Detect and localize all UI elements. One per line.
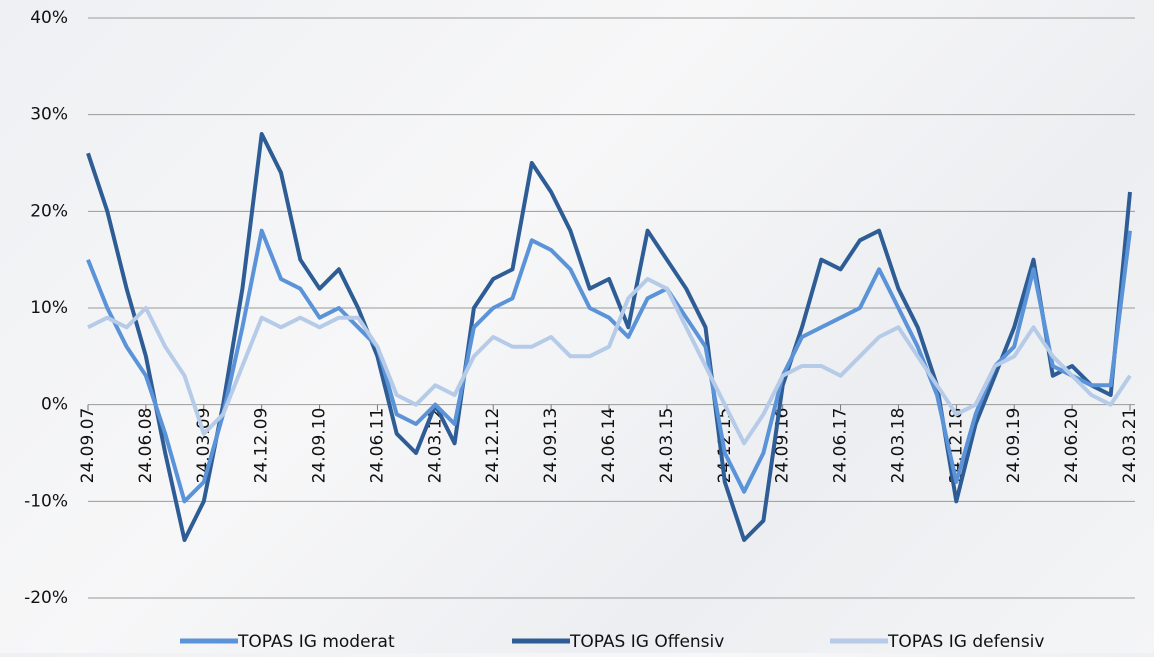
x-tick-label: 24.03.12 [425, 408, 445, 484]
x-tick-label: 24.06.11 [367, 408, 387, 484]
x-tick-label: 24.09.19 [1004, 408, 1024, 484]
x-tick-label: 24.09.13 [541, 408, 561, 484]
y-tick-label: 30% [30, 105, 68, 125]
x-tick-label: 24.06.17 [831, 408, 851, 484]
y-tick-label: 20% [30, 201, 68, 221]
series-line [86, 132, 1132, 542]
series-line [87, 277, 1132, 446]
x-tick-label: 24.06.20 [1062, 408, 1082, 484]
x-tick-label: 24.12.09 [252, 408, 272, 484]
y-tick-label: 0% [41, 395, 68, 415]
x-tick-label: 24.09.10 [310, 408, 330, 484]
x-tick-label: 24.03.21 [1120, 408, 1140, 484]
x-tick-label: 24.06.08 [136, 408, 156, 484]
y-tick-label: 10% [30, 298, 68, 318]
y-tick-label: -20% [24, 588, 68, 608]
legend-label: TOPAS IG Offensiv [569, 632, 724, 652]
legend-label: TOPAS IG moderat [237, 632, 395, 652]
series-line [86, 228, 1132, 504]
y-tick-label: 40% [30, 8, 68, 28]
x-tick-label: 24.06.14 [599, 408, 619, 484]
x-tick-label: 24.12.12 [483, 408, 503, 484]
legend-label: TOPAS IG defensiv [887, 632, 1044, 652]
x-tick-label: 24.03.18 [888, 408, 908, 484]
y-tick-label: -10% [24, 491, 68, 511]
x-tick-label: 24.09.07 [78, 408, 98, 484]
x-tick-label: 24.03.15 [657, 408, 677, 484]
